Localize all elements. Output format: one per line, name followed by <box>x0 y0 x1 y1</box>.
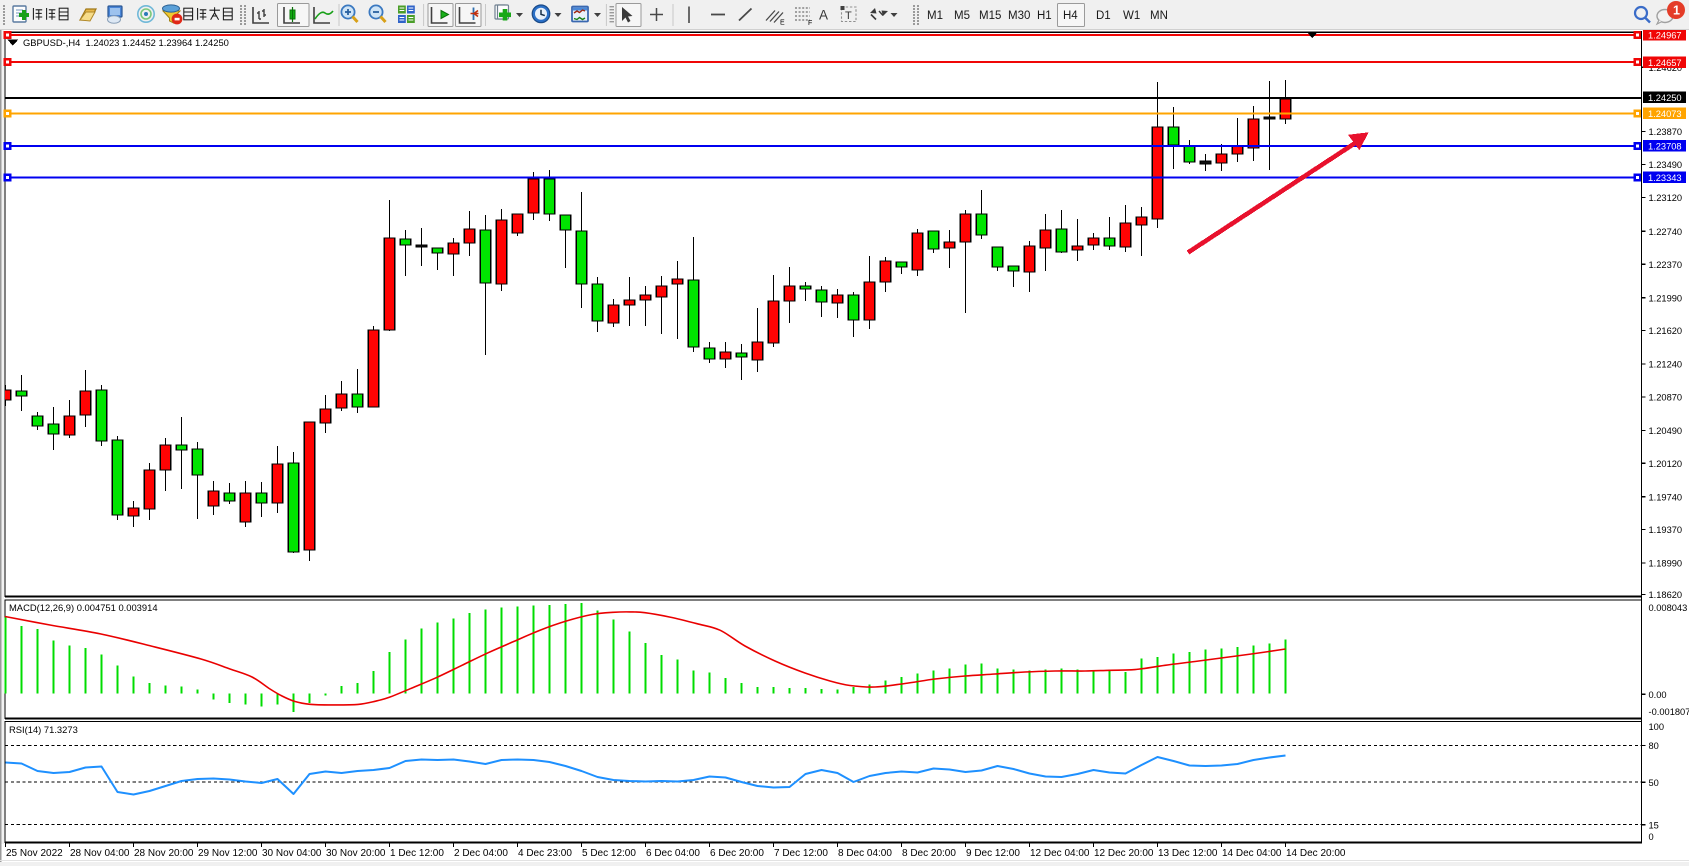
svg-text:6 Dec 20:00: 6 Dec 20:00 <box>710 848 764 859</box>
svg-text:14 Dec 20:00: 14 Dec 20:00 <box>1286 848 1346 859</box>
svg-text:0.008043: 0.008043 <box>1649 603 1688 613</box>
svg-text:1.23708: 1.23708 <box>1648 141 1682 151</box>
svg-text:M30: M30 <box>1008 10 1030 22</box>
svg-text:1.23490: 1.23490 <box>1649 160 1683 170</box>
svg-text:1.21620: 1.21620 <box>1649 326 1683 336</box>
svg-text:0.00: 0.00 <box>1649 690 1667 700</box>
svg-text:100: 100 <box>1649 722 1665 732</box>
svg-text:28 Nov 20:00: 28 Nov 20:00 <box>134 848 194 859</box>
svg-text:9 Dec 12:00: 9 Dec 12:00 <box>966 848 1020 859</box>
svg-text:E: E <box>780 20 785 27</box>
svg-text:1.24073: 1.24073 <box>1648 109 1682 119</box>
svg-text:1.24250: 1.24250 <box>1648 93 1682 103</box>
svg-text:1.19740: 1.19740 <box>1649 492 1683 502</box>
svg-text:M5: M5 <box>954 10 970 22</box>
svg-text:H4: H4 <box>1063 10 1078 22</box>
svg-text:D1: D1 <box>1096 10 1111 22</box>
svg-text:50: 50 <box>1649 778 1659 788</box>
svg-text:M1: M1 <box>927 10 943 22</box>
svg-text:15: 15 <box>1649 820 1659 830</box>
svg-text:1.24967: 1.24967 <box>1648 31 1682 41</box>
svg-text:5 Dec 12:00: 5 Dec 12:00 <box>582 848 636 859</box>
svg-text:7 Dec 12:00: 7 Dec 12:00 <box>774 848 828 859</box>
svg-text:1.18990: 1.18990 <box>1649 559 1683 569</box>
svg-text:GBPUSD-,H4 1.24023 1.24452 1.: GBPUSD-,H4 1.24023 1.24452 1.23964 1.242… <box>23 37 229 48</box>
svg-text:80: 80 <box>1649 741 1659 751</box>
svg-text:8 Dec 04:00: 8 Dec 04:00 <box>838 848 892 859</box>
svg-text:2 Dec 04:00: 2 Dec 04:00 <box>454 848 508 859</box>
svg-text:1.20120: 1.20120 <box>1649 459 1683 469</box>
svg-text:1.21240: 1.21240 <box>1649 360 1683 370</box>
svg-text:1.21990: 1.21990 <box>1649 293 1683 303</box>
svg-text:25 Nov 2022: 25 Nov 2022 <box>6 848 63 859</box>
svg-text:1.24620: 1.24620 <box>1649 63 1683 73</box>
svg-text:12 Dec 04:00: 12 Dec 04:00 <box>1030 848 1090 859</box>
svg-text:14 Dec 04:00: 14 Dec 04:00 <box>1222 848 1282 859</box>
svg-text:MACD(12,26,9) 0.004751 0.00391: MACD(12,26,9) 0.004751 0.003914 <box>9 602 158 613</box>
svg-text:8 Dec 20:00: 8 Dec 20:00 <box>902 848 956 859</box>
svg-text:30 Nov 20:00: 30 Nov 20:00 <box>326 848 386 859</box>
svg-text:W1: W1 <box>1123 10 1140 22</box>
svg-text:28 Nov 04:00: 28 Nov 04:00 <box>70 848 130 859</box>
svg-text:1.23120: 1.23120 <box>1649 193 1683 203</box>
svg-text:T: T <box>845 10 852 22</box>
svg-text:1 Dec 12:00: 1 Dec 12:00 <box>390 848 444 859</box>
svg-text:29 Nov 12:00: 29 Nov 12:00 <box>198 848 258 859</box>
svg-text:1.23870: 1.23870 <box>1649 127 1683 137</box>
svg-text:13 Dec 12:00: 13 Dec 12:00 <box>1158 848 1218 859</box>
svg-text:H1: H1 <box>1037 10 1052 22</box>
svg-text:1.23343: 1.23343 <box>1648 173 1682 183</box>
svg-text:1: 1 <box>1673 4 1680 18</box>
svg-text:6 Dec 04:00: 6 Dec 04:00 <box>646 848 700 859</box>
svg-text:4 Dec 23:00: 4 Dec 23:00 <box>518 848 572 859</box>
svg-text:1.18620: 1.18620 <box>1649 590 1683 600</box>
svg-text:1.20870: 1.20870 <box>1649 393 1683 403</box>
svg-text:RSI(14) 71.3273: RSI(14) 71.3273 <box>9 724 78 735</box>
svg-text:0: 0 <box>1649 832 1654 842</box>
svg-text:F: F <box>808 20 812 27</box>
svg-text:30 Nov 04:00: 30 Nov 04:00 <box>262 848 322 859</box>
svg-text:M15: M15 <box>979 10 1001 22</box>
svg-text:12 Dec 20:00: 12 Dec 20:00 <box>1094 848 1154 859</box>
svg-text:MN: MN <box>1150 10 1168 22</box>
svg-text:A: A <box>819 8 828 23</box>
svg-text:-0.001807: -0.001807 <box>1649 707 1689 717</box>
svg-text:1.22740: 1.22740 <box>1649 227 1683 237</box>
svg-text:1.19370: 1.19370 <box>1649 525 1683 535</box>
svg-text:1.24657: 1.24657 <box>1648 58 1682 68</box>
svg-text:1.20490: 1.20490 <box>1649 426 1683 436</box>
svg-text:1.22370: 1.22370 <box>1649 260 1683 270</box>
